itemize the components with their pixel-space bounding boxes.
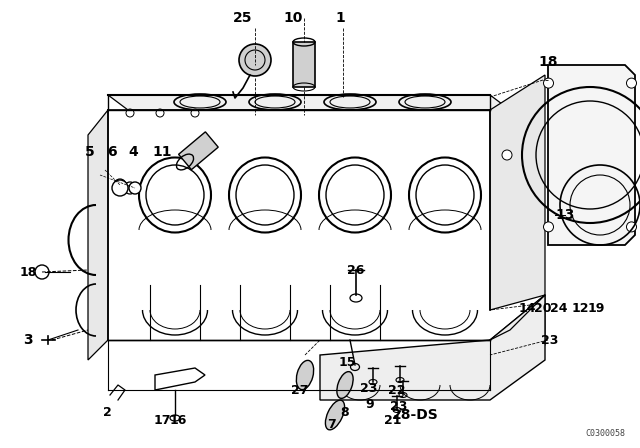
Text: 21: 21 bbox=[384, 414, 402, 426]
Polygon shape bbox=[490, 295, 545, 390]
Circle shape bbox=[114, 179, 126, 191]
Text: 9: 9 bbox=[365, 399, 374, 412]
Text: 25: 25 bbox=[233, 11, 253, 25]
Text: 14: 14 bbox=[518, 302, 536, 314]
Polygon shape bbox=[548, 65, 635, 245]
Text: C0300058: C0300058 bbox=[585, 429, 625, 438]
Text: 20: 20 bbox=[534, 302, 552, 314]
Polygon shape bbox=[88, 110, 108, 360]
Text: 11: 11 bbox=[152, 145, 172, 159]
Circle shape bbox=[239, 44, 271, 76]
Text: 28-DS: 28-DS bbox=[392, 408, 438, 422]
Text: 19: 19 bbox=[588, 302, 605, 314]
Text: 8: 8 bbox=[340, 405, 349, 418]
Text: 23: 23 bbox=[390, 401, 408, 414]
Text: 13: 13 bbox=[556, 208, 575, 222]
Text: 23: 23 bbox=[360, 382, 378, 395]
Text: 16: 16 bbox=[170, 414, 187, 426]
Circle shape bbox=[627, 78, 637, 88]
Circle shape bbox=[126, 109, 134, 117]
Ellipse shape bbox=[296, 360, 314, 390]
Text: 6: 6 bbox=[107, 145, 117, 159]
Circle shape bbox=[543, 78, 554, 88]
Circle shape bbox=[112, 180, 128, 196]
Text: 2: 2 bbox=[102, 405, 111, 418]
Text: 17: 17 bbox=[153, 414, 171, 426]
Circle shape bbox=[502, 150, 512, 160]
Text: 5: 5 bbox=[85, 145, 95, 159]
Text: 4: 4 bbox=[128, 145, 138, 159]
Ellipse shape bbox=[325, 400, 344, 430]
Polygon shape bbox=[320, 295, 545, 400]
Ellipse shape bbox=[337, 372, 353, 398]
Text: 27: 27 bbox=[291, 383, 308, 396]
Text: 15: 15 bbox=[339, 356, 356, 369]
Circle shape bbox=[129, 182, 141, 194]
Text: 12: 12 bbox=[572, 302, 589, 314]
Polygon shape bbox=[179, 132, 218, 170]
Text: 18: 18 bbox=[538, 55, 557, 69]
Text: 24: 24 bbox=[550, 302, 568, 314]
Circle shape bbox=[627, 222, 637, 232]
Polygon shape bbox=[293, 42, 315, 87]
Text: 22: 22 bbox=[388, 383, 406, 396]
Text: 3: 3 bbox=[23, 333, 33, 347]
Polygon shape bbox=[490, 75, 545, 310]
Polygon shape bbox=[108, 95, 510, 110]
Text: 1: 1 bbox=[335, 11, 345, 25]
Text: 26: 26 bbox=[348, 263, 365, 276]
Text: 23: 23 bbox=[541, 333, 559, 346]
Circle shape bbox=[124, 182, 136, 194]
Circle shape bbox=[191, 109, 199, 117]
Circle shape bbox=[543, 222, 554, 232]
Text: 7: 7 bbox=[328, 418, 337, 431]
Circle shape bbox=[156, 109, 164, 117]
Text: 18: 18 bbox=[19, 266, 36, 279]
Text: 10: 10 bbox=[284, 11, 303, 25]
